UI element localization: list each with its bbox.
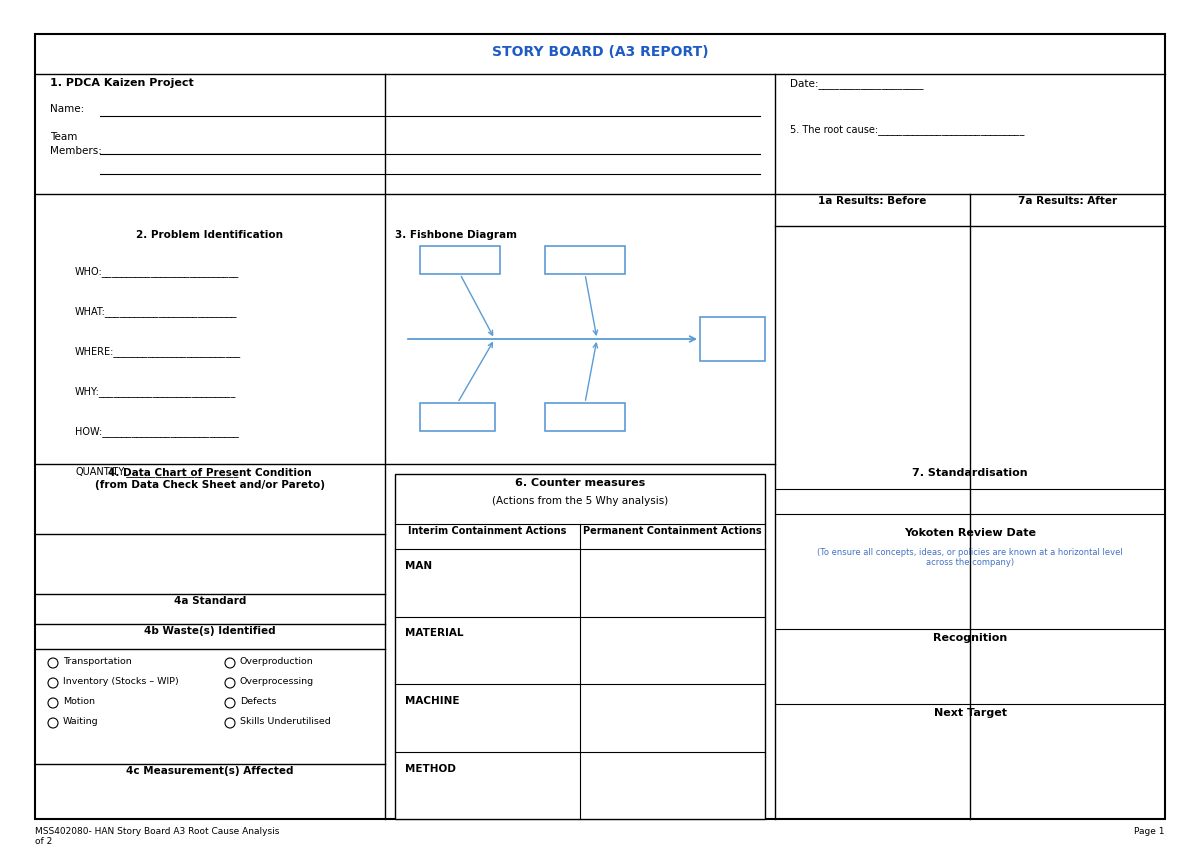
Bar xyxy=(395,474,766,819)
Text: METHOD: METHOD xyxy=(406,763,456,773)
Bar xyxy=(545,403,625,431)
Text: 1a Results: Before: 1a Results: Before xyxy=(818,196,926,206)
Text: 6. Counter measures: 6. Counter measures xyxy=(515,478,646,488)
Text: (To ensure all concepts, ideas, or policies are known at a horizontal level
acro: (To ensure all concepts, ideas, or polic… xyxy=(817,548,1123,567)
Text: Members:: Members: xyxy=(50,146,102,156)
Text: WHAT:___________________________: WHAT:___________________________ xyxy=(74,306,238,317)
Text: Next Target: Next Target xyxy=(934,708,1007,718)
Text: 4a Standard: 4a Standard xyxy=(174,596,246,606)
Bar xyxy=(700,317,766,361)
Text: 5. The root cause:______________________________: 5. The root cause:______________________… xyxy=(790,124,1025,135)
Text: Defects: Defects xyxy=(240,697,276,706)
Text: Page 1: Page 1 xyxy=(1134,827,1165,836)
Text: Permanent Containment Actions: Permanent Containment Actions xyxy=(583,526,762,536)
Text: 4c Measurement(s) Affected: 4c Measurement(s) Affected xyxy=(126,766,294,776)
Text: Overprocessing: Overprocessing xyxy=(240,677,314,686)
Bar xyxy=(420,246,500,274)
Text: WHERE:__________________________: WHERE:__________________________ xyxy=(74,346,241,357)
Text: Inventory (Stocks – WIP): Inventory (Stocks – WIP) xyxy=(64,677,179,686)
Text: 4b Waste(s) Identified: 4b Waste(s) Identified xyxy=(144,626,276,636)
Text: Date:____________________: Date:____________________ xyxy=(790,78,924,89)
Text: MAN: MAN xyxy=(406,561,432,571)
Bar xyxy=(420,403,496,431)
Text: MACHINE: MACHINE xyxy=(406,696,460,706)
Text: Interim Containment Actions: Interim Containment Actions xyxy=(408,526,566,536)
Text: Skills Underutilised: Skills Underutilised xyxy=(240,717,331,726)
Text: QUANTITY:_______________________: QUANTITY:_______________________ xyxy=(74,466,239,477)
Text: Team: Team xyxy=(50,132,77,142)
Text: WHY:____________________________: WHY:____________________________ xyxy=(74,386,236,396)
Text: Overproduction: Overproduction xyxy=(240,657,313,666)
Text: HOW:____________________________: HOW:____________________________ xyxy=(74,426,239,437)
Text: Yokoten Review Date: Yokoten Review Date xyxy=(904,528,1036,538)
Text: Recognition: Recognition xyxy=(932,633,1007,643)
Bar xyxy=(545,246,625,274)
Text: 2. Problem Identification: 2. Problem Identification xyxy=(137,230,283,240)
Text: 7a Results: After: 7a Results: After xyxy=(1018,196,1117,206)
Text: WHO:____________________________: WHO:____________________________ xyxy=(74,266,239,277)
Text: STORY BOARD (A3 REPORT): STORY BOARD (A3 REPORT) xyxy=(492,45,708,59)
Text: Motion: Motion xyxy=(64,697,95,706)
Text: Transportation: Transportation xyxy=(64,657,132,666)
Text: MSS402080- HAN Story Board A3 Root Cause Analysis
of 2: MSS402080- HAN Story Board A3 Root Cause… xyxy=(35,827,280,846)
Text: 3. Fishbone Diagram: 3. Fishbone Diagram xyxy=(395,230,517,240)
Text: 4. Data Chart of Present Condition
(from Data Check Sheet and/or Pareto): 4. Data Chart of Present Condition (from… xyxy=(95,468,325,490)
Text: Waiting: Waiting xyxy=(64,717,98,726)
Text: (Actions from the 5 Why analysis): (Actions from the 5 Why analysis) xyxy=(492,496,668,506)
Text: MATERIAL: MATERIAL xyxy=(406,628,463,638)
Text: Name:: Name: xyxy=(50,104,84,114)
Text: 1. PDCA Kaizen Project: 1. PDCA Kaizen Project xyxy=(50,78,193,88)
Text: 7. Standardisation: 7. Standardisation xyxy=(912,468,1028,478)
